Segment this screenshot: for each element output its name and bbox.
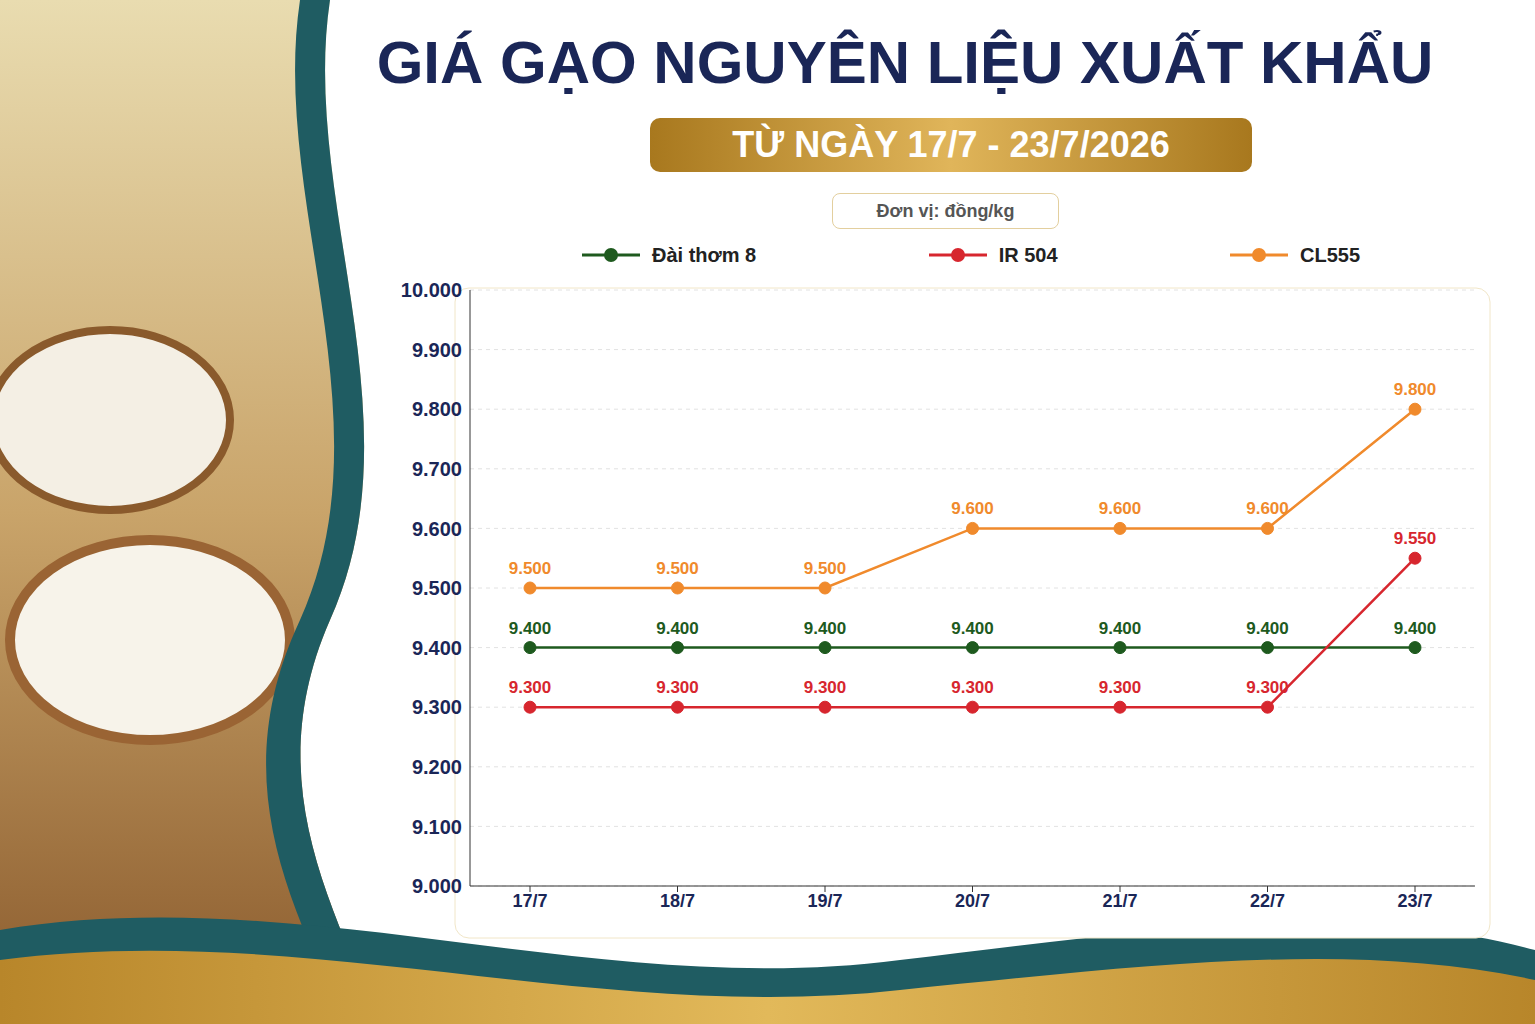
html-text:GIÁ GẠO NGUYÊN LIỆU XUẤT KHẨU: GIÁ GẠO NGUYÊN LIỆU XUẤT KHẨU bbox=[376, 29, 1434, 96]
svg-text:9.600: 9.600 bbox=[1099, 499, 1142, 518]
svg-text:9.300: 9.300 bbox=[951, 678, 994, 697]
svg-text:9.400: 9.400 bbox=[656, 619, 699, 638]
svg-text:9.500: 9.500 bbox=[656, 559, 699, 578]
svg-text:9.600: 9.600 bbox=[951, 499, 994, 518]
svg-text:9.800: 9.800 bbox=[412, 398, 462, 420]
svg-text:9.100: 9.100 bbox=[412, 816, 462, 838]
svg-text:9.300: 9.300 bbox=[1099, 678, 1142, 697]
svg-text:21/7: 21/7 bbox=[1102, 891, 1137, 911]
svg-text:9.300: 9.300 bbox=[656, 678, 699, 697]
svg-text:9.400: 9.400 bbox=[509, 619, 552, 638]
svg-text:9.400: 9.400 bbox=[1394, 619, 1437, 638]
svg-text:9.400: 9.400 bbox=[412, 637, 462, 659]
svg-text:9.300: 9.300 bbox=[412, 696, 462, 718]
svg-text:9.800: 9.800 bbox=[1394, 380, 1437, 399]
svg-text:18/7: 18/7 bbox=[660, 891, 695, 911]
svg-text:9.400: 9.400 bbox=[951, 619, 994, 638]
svg-text:9.900: 9.900 bbox=[412, 339, 462, 361]
svg-text:9.300: 9.300 bbox=[804, 678, 847, 697]
svg-text:22/7: 22/7 bbox=[1250, 891, 1285, 911]
svg-text:9.600: 9.600 bbox=[1246, 499, 1289, 518]
svg-text:23/7: 23/7 bbox=[1397, 891, 1432, 911]
svg-text:9.400: 9.400 bbox=[1099, 619, 1142, 638]
html-text:Đơn vị: đồng/kg: Đơn vị: đồng/kg bbox=[876, 200, 1015, 221]
html-text:TỪ NGÀY 17/7 - 23/7/2026: TỪ NGÀY 17/7 - 23/7/2026 bbox=[732, 124, 1170, 165]
svg-text:9.550: 9.550 bbox=[1394, 529, 1437, 548]
svg-text:9.400: 9.400 bbox=[804, 619, 847, 638]
svg-text:9.400: 9.400 bbox=[1246, 619, 1289, 638]
svg-text:9.300: 9.300 bbox=[509, 678, 552, 697]
svg-text:9.500: 9.500 bbox=[412, 577, 462, 599]
svg-text:9.600: 9.600 bbox=[412, 518, 462, 540]
svg-text:17/7: 17/7 bbox=[512, 891, 547, 911]
svg-text:10.000: 10.000 bbox=[401, 279, 462, 301]
html-text:CL555: CL555 bbox=[1300, 243, 1360, 266]
svg-text:9.200: 9.200 bbox=[412, 756, 462, 778]
svg-text:9.500: 9.500 bbox=[509, 559, 552, 578]
html-text:Đài thơm 8: Đài thơm 8 bbox=[652, 243, 757, 266]
svg-text:9.500: 9.500 bbox=[804, 559, 847, 578]
html-text:IR 504: IR 504 bbox=[998, 243, 1058, 266]
svg-text:20/7: 20/7 bbox=[955, 891, 990, 911]
svg-text:9.700: 9.700 bbox=[412, 458, 462, 480]
svg-text:9.000: 9.000 bbox=[412, 875, 462, 897]
svg-text:9.300: 9.300 bbox=[1246, 678, 1289, 697]
svg-text:19/7: 19/7 bbox=[807, 891, 842, 911]
